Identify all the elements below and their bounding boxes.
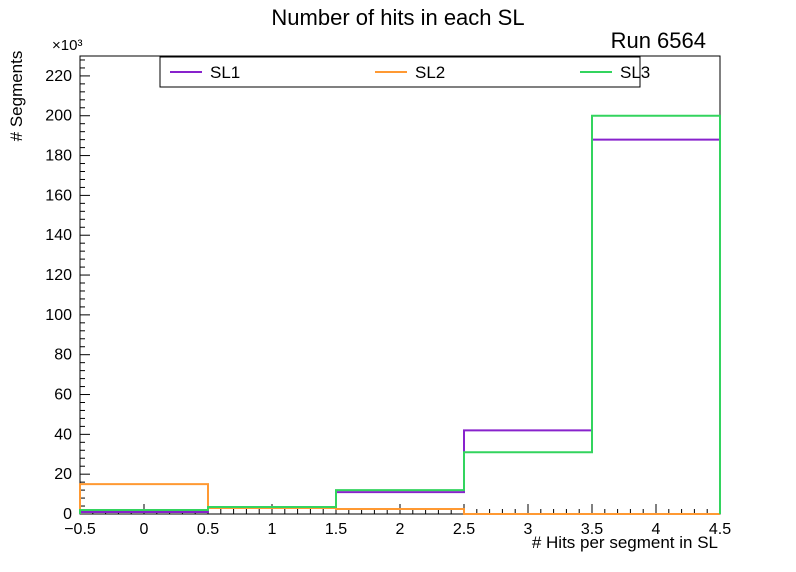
y-tick-label: 140	[45, 227, 72, 244]
x-tick-label: 3.5	[581, 521, 603, 538]
legend-label-SL2: SL2	[415, 63, 445, 82]
y-tick-label: 20	[54, 466, 72, 483]
x-tick-label: 4.5	[709, 521, 731, 538]
chart-title: Number of hits in each SL	[271, 5, 524, 30]
x-tick-label: 2	[396, 521, 405, 538]
x-tick-label: 1	[268, 521, 277, 538]
y-tick-label: 160	[45, 187, 72, 204]
y-tick-label: 180	[45, 148, 72, 165]
y-tick-label: 220	[45, 68, 72, 85]
x-tick-label: 3	[524, 521, 533, 538]
y-axis-label: # Segments	[7, 51, 26, 142]
y-axis-multiplier: ×10³	[52, 37, 82, 54]
series-line-SL3	[79, 114, 721, 514]
y-tick-label: 40	[54, 426, 72, 443]
series-line-SL2	[79, 483, 720, 515]
series-line-SL1	[79, 138, 721, 514]
legend-label-SL1: SL1	[210, 63, 240, 82]
y-tick-label: 200	[45, 108, 72, 125]
x-tick-label: 0.5	[197, 521, 219, 538]
legend-label-SL3: SL3	[620, 63, 650, 82]
x-tick-label: −0.5	[64, 521, 96, 538]
x-axis-label: # Hits per segment in SL	[532, 533, 718, 552]
run-label: Run 6564	[611, 28, 706, 53]
x-tick-label: 0	[140, 521, 149, 538]
y-tick-label: 80	[54, 347, 72, 364]
x-tick-label: 1.5	[325, 521, 347, 538]
y-tick-label: 60	[54, 387, 72, 404]
y-tick-label: 0	[63, 506, 72, 523]
x-tick-label: 4	[652, 521, 661, 538]
x-tick-label: 2.5	[453, 521, 475, 538]
plot-frame	[79, 55, 721, 515]
y-tick-label: 120	[45, 267, 72, 284]
y-tick-label: 100	[45, 307, 72, 324]
